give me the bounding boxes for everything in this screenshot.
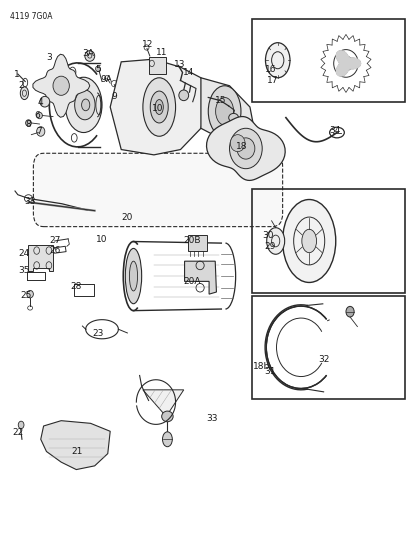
Ellipse shape	[178, 90, 188, 101]
Polygon shape	[143, 390, 183, 416]
Text: 28: 28	[70, 282, 82, 291]
Ellipse shape	[36, 127, 45, 136]
Ellipse shape	[208, 86, 240, 137]
Ellipse shape	[40, 96, 49, 107]
Ellipse shape	[95, 66, 100, 71]
Text: 12: 12	[142, 40, 153, 49]
Text: 20A: 20A	[183, 277, 200, 286]
Text: 3A: 3A	[82, 50, 94, 58]
Text: 34: 34	[328, 126, 340, 135]
Text: 9A: 9A	[100, 75, 112, 84]
Ellipse shape	[53, 76, 69, 95]
Ellipse shape	[301, 229, 316, 253]
Text: 33: 33	[24, 197, 36, 206]
Text: 2: 2	[18, 81, 24, 90]
Polygon shape	[33, 54, 90, 117]
Ellipse shape	[18, 421, 24, 429]
Ellipse shape	[74, 90, 95, 120]
Bar	[252, 189, 404, 293]
Text: 27: 27	[49, 237, 60, 246]
Ellipse shape	[25, 120, 31, 126]
Text: 26: 26	[49, 246, 60, 255]
Text: 20B: 20B	[183, 237, 200, 246]
Text: 32: 32	[318, 355, 329, 364]
Text: 25: 25	[20, 291, 31, 300]
Text: 4: 4	[38, 98, 43, 107]
Ellipse shape	[81, 99, 90, 111]
Ellipse shape	[129, 261, 137, 291]
Ellipse shape	[265, 43, 289, 78]
Polygon shape	[40, 421, 110, 470]
Ellipse shape	[266, 228, 284, 254]
Text: 23: 23	[92, 329, 103, 338]
Text: 14: 14	[182, 69, 194, 77]
Text: 11: 11	[156, 49, 167, 57]
Text: 21: 21	[72, 447, 83, 456]
Text: 30: 30	[262, 231, 273, 240]
Ellipse shape	[65, 77, 102, 133]
Text: 16: 16	[264, 66, 275, 74]
Bar	[148, 57, 165, 74]
Text: 18: 18	[236, 142, 247, 151]
Text: 4119 7G0A: 4119 7G0A	[10, 12, 52, 21]
Text: 8: 8	[25, 119, 31, 128]
Text: 13: 13	[173, 60, 185, 69]
Ellipse shape	[345, 306, 353, 317]
Ellipse shape	[143, 78, 175, 136]
Bar	[187, 235, 207, 251]
Ellipse shape	[36, 112, 42, 119]
Ellipse shape	[236, 138, 254, 159]
Text: 18b: 18b	[252, 362, 270, 371]
Text: 35: 35	[18, 266, 30, 275]
Text: 17: 17	[266, 76, 277, 85]
Ellipse shape	[161, 411, 173, 422]
Text: 20: 20	[121, 213, 133, 222]
Polygon shape	[206, 117, 285, 181]
Ellipse shape	[27, 290, 33, 298]
Text: 15: 15	[214, 96, 226, 105]
Text: 22: 22	[12, 428, 23, 437]
FancyBboxPatch shape	[33, 154, 282, 227]
Text: 1: 1	[14, 70, 20, 78]
Text: 3: 3	[46, 53, 52, 62]
Text: 9: 9	[111, 92, 117, 101]
Bar	[252, 296, 404, 399]
Text: 10: 10	[96, 236, 108, 245]
Polygon shape	[184, 261, 216, 294]
Ellipse shape	[162, 432, 172, 447]
Ellipse shape	[229, 128, 262, 168]
Text: 29: 29	[263, 242, 274, 251]
Bar	[252, 19, 404, 102]
Ellipse shape	[20, 87, 28, 100]
Ellipse shape	[215, 98, 233, 125]
Ellipse shape	[150, 91, 168, 123]
Ellipse shape	[125, 248, 142, 304]
Ellipse shape	[230, 135, 245, 152]
Ellipse shape	[282, 199, 335, 282]
Text: 24: 24	[19, 249, 30, 259]
Text: 10: 10	[152, 103, 163, 112]
Polygon shape	[28, 245, 53, 271]
Text: 31: 31	[264, 367, 275, 376]
Text: 7: 7	[36, 127, 42, 136]
Text: 33: 33	[206, 414, 218, 423]
Polygon shape	[110, 59, 209, 155]
Ellipse shape	[155, 100, 163, 115]
Text: 5: 5	[95, 66, 101, 74]
Text: 6: 6	[34, 111, 40, 120]
Ellipse shape	[85, 51, 94, 61]
Ellipse shape	[228, 114, 238, 122]
Polygon shape	[335, 51, 360, 76]
Polygon shape	[200, 78, 254, 144]
